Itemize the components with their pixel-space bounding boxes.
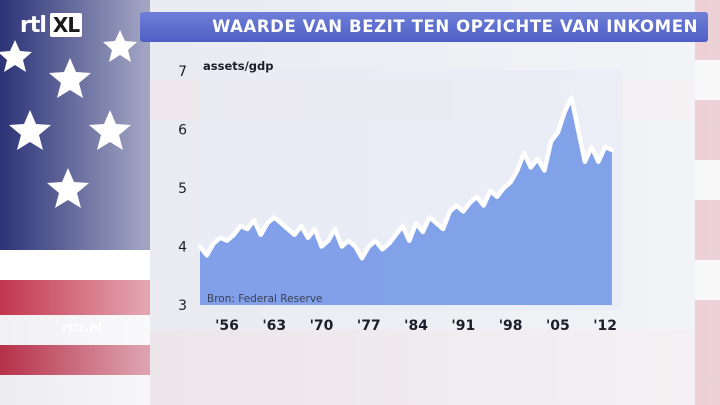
x-tick-label: '63 <box>262 318 286 334</box>
site-url: rtlz.nl <box>62 321 102 335</box>
x-tick-label: '98 <box>499 318 523 334</box>
logo-badge: XL <box>49 13 83 37</box>
x-tick-label: '84 <box>404 318 428 334</box>
x-tick-label: '56 <box>215 318 239 334</box>
y-tick-label: 5 <box>178 181 187 197</box>
rtl-xl-logo: rtl XL <box>20 12 83 38</box>
x-tick-label: '12 <box>593 318 617 334</box>
x-tick-label: '70 <box>310 318 334 334</box>
x-tick-label: '91 <box>451 318 475 334</box>
data-area <box>200 97 612 305</box>
x-tick-label: '05 <box>546 318 570 334</box>
y-tick-label: 7 <box>178 64 187 80</box>
logo-text: rtl <box>20 12 47 38</box>
data-line <box>197 95 615 261</box>
y-axis-label: assets/gdp <box>203 59 274 73</box>
y-tick-label: 4 <box>178 240 187 256</box>
x-tick-label: '77 <box>357 318 381 334</box>
y-tick-label: 6 <box>178 123 187 139</box>
y-tick-label: 3 <box>178 298 187 314</box>
chart-title: WAARDE VAN BEZIT TEN OPZICHTE VAN INKOME… <box>212 17 698 36</box>
source-label: Bron: Federal Reserve <box>207 293 323 305</box>
title-bar: WAARDE VAN BEZIT TEN OPZICHTE VAN INKOME… <box>140 12 708 42</box>
